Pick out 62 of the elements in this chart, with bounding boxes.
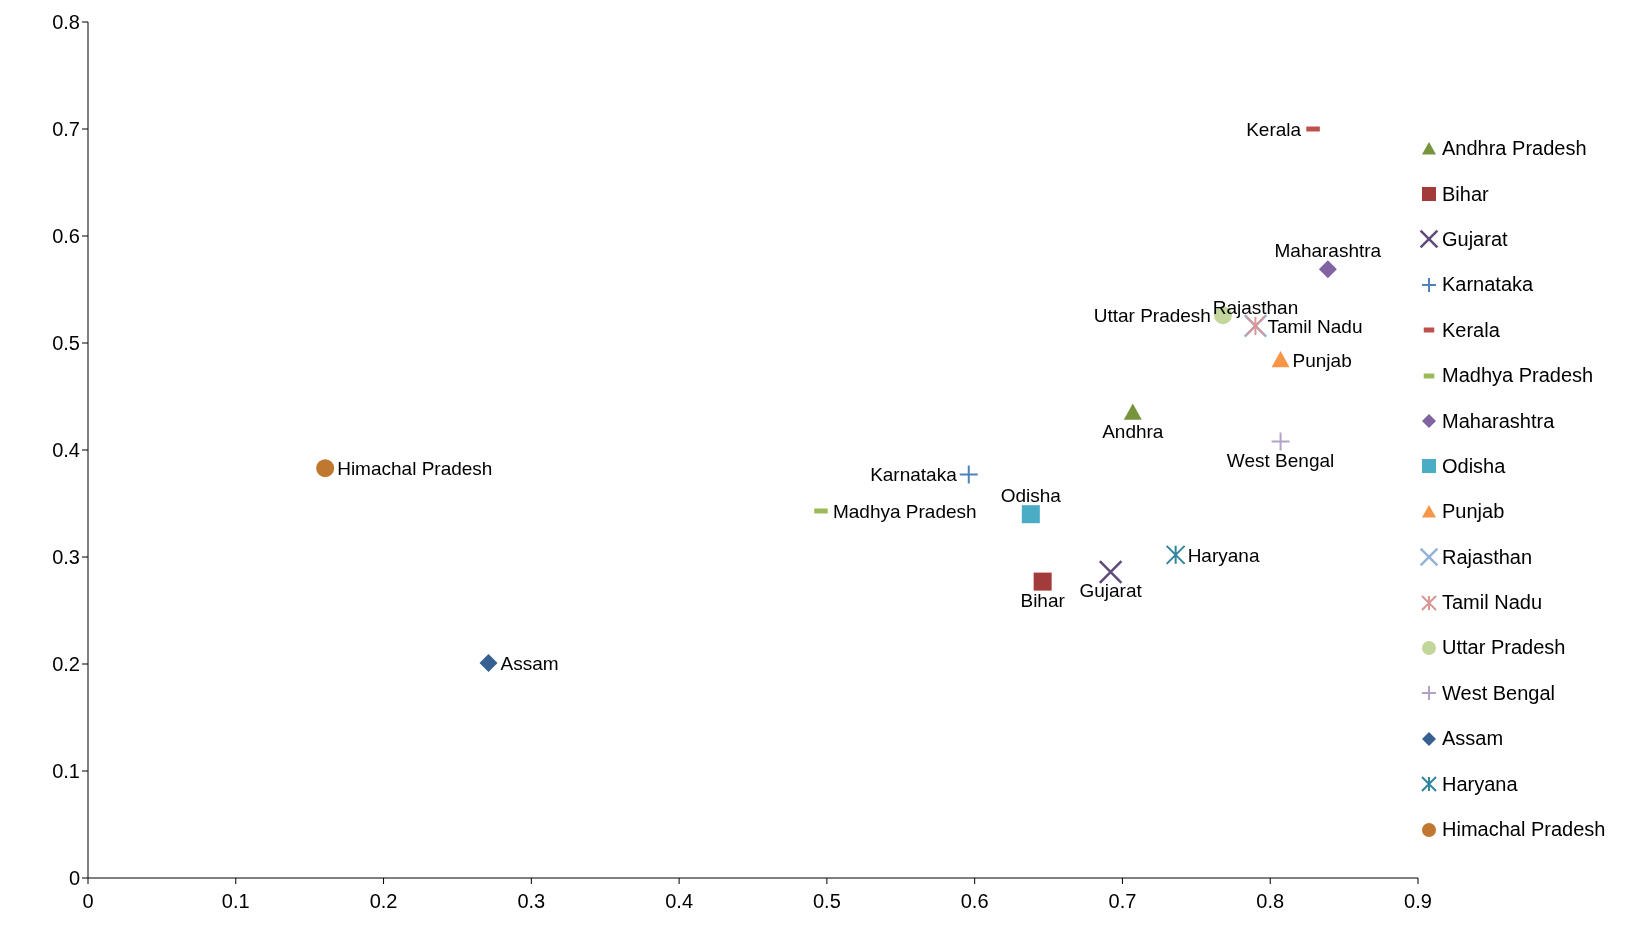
point	[479, 653, 498, 672]
y-tick-label: 0.8	[52, 11, 80, 34]
annotation: Tamil Nadu	[1267, 315, 1363, 337]
legend-label: Maharashtra	[1442, 409, 1555, 433]
annotation: Andhra	[1102, 421, 1164, 443]
point	[958, 464, 979, 485]
legend-label: Himachal Pradesh	[1442, 818, 1606, 842]
annotation: Himachal Pradesh	[337, 457, 493, 479]
annotation: Haryana	[1187, 544, 1260, 566]
legend-label: Punjab	[1442, 500, 1505, 524]
legend-label: Uttar Pradesh	[1442, 636, 1566, 660]
y-tick-label: 0.1	[52, 760, 80, 783]
annotation: West Bengal	[1226, 449, 1335, 471]
x-tick-label: 0.7	[1108, 890, 1137, 913]
annotation: Karnataka	[870, 464, 958, 486]
point	[1033, 572, 1052, 591]
x-tick-label: 0	[82, 890, 94, 913]
point	[1165, 544, 1186, 565]
legend-label: Madhya Pradesh	[1442, 364, 1594, 388]
legend-label: Andhra Pradesh	[1442, 137, 1587, 161]
point	[1270, 431, 1291, 452]
y-tick-label: 0.4	[52, 439, 80, 462]
annotation: Punjab	[1292, 349, 1352, 371]
x-tick-label: 0.1	[221, 890, 250, 913]
point	[1021, 505, 1040, 524]
y-tick-label: 0.7	[52, 118, 80, 141]
point	[1271, 351, 1290, 368]
legend-label: Tamil Nadu	[1442, 591, 1543, 615]
point	[1098, 559, 1123, 585]
annotation: Rajasthan	[1212, 296, 1299, 318]
x-tick-label: 0.8	[1256, 890, 1285, 913]
x-tick-label: 0.5	[812, 890, 841, 913]
legend-label: Gujarat	[1442, 227, 1508, 251]
x-tick-label: 0.4	[665, 890, 694, 913]
legend-label: Karnataka	[1442, 273, 1534, 297]
legend-label: Assam	[1442, 727, 1504, 751]
point	[1123, 403, 1142, 420]
x-tick-label: 0.6	[960, 890, 989, 913]
annotation: Maharashtra	[1274, 240, 1382, 262]
annotation: Gujarat	[1079, 580, 1143, 602]
annotation: Odisha	[1000, 485, 1062, 507]
y-tick-label: 0.3	[52, 546, 80, 569]
point	[316, 459, 335, 478]
legend-label: Rajasthan	[1442, 545, 1533, 569]
annotation: Madhya Pradesh	[832, 500, 977, 522]
x-tick-label: 0.2	[369, 890, 398, 913]
y-tick-label: 0.2	[52, 653, 80, 676]
annotation: Assam	[500, 652, 559, 674]
y-tick-label: 0.6	[52, 225, 80, 248]
legend-label: Odisha	[1442, 454, 1506, 478]
point	[1318, 260, 1337, 279]
y-tick-label: 0.5	[52, 332, 80, 355]
legend-label: West Bengal	[1442, 681, 1556, 705]
annotation: Uttar Pradesh	[1093, 304, 1211, 326]
legend-label: Kerala	[1442, 318, 1500, 342]
annotation: Bihar	[1020, 590, 1066, 612]
y-tick-label: 0	[68, 867, 80, 890]
annotation: Kerala	[1246, 118, 1302, 140]
legend-label: Bihar	[1442, 182, 1489, 206]
legend-label: Haryana	[1442, 772, 1518, 796]
x-tick-label: 0.3	[517, 890, 546, 913]
x-tick-label: 0.9	[1404, 890, 1432, 913]
